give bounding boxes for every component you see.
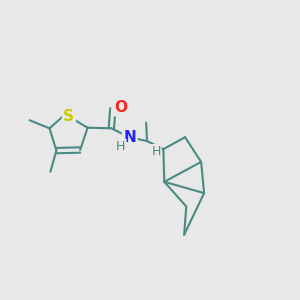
Text: H: H (151, 145, 160, 158)
Text: S: S (63, 109, 74, 124)
Text: O: O (114, 100, 127, 115)
Text: N: N (123, 130, 136, 145)
Text: H: H (116, 140, 126, 153)
